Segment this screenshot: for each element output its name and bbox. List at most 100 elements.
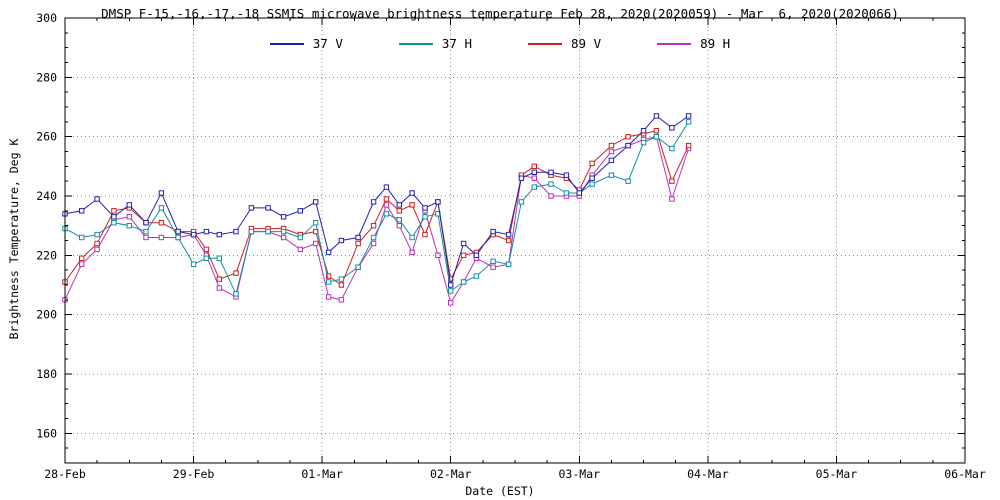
marker-37-v [608, 157, 615, 164]
marker-89-v [653, 128, 660, 134]
marker-37-h [370, 234, 377, 241]
marker-37-v [685, 113, 692, 119]
marker-37-v [548, 169, 554, 176]
legend-line-sample [269, 42, 304, 45]
marker-89-h [313, 240, 319, 247]
marker-37-v [473, 252, 480, 259]
marker-37-v [589, 175, 595, 181]
marker-89-v [111, 208, 117, 214]
marker-89-v [216, 276, 223, 282]
marker-37-h [126, 223, 132, 229]
marker-89-v [383, 196, 390, 202]
marker-37-v [158, 190, 165, 196]
marker-89-h [396, 223, 403, 229]
marker-37-v [370, 199, 377, 205]
marker-89-v [338, 282, 345, 288]
x-tick-label: 28-Feb [44, 467, 86, 481]
marker-89-v [625, 134, 631, 140]
x-tick-label: 03-Mar [559, 467, 601, 481]
marker-89-h [608, 148, 615, 155]
marker-37-v [248, 205, 255, 211]
marker-37-h [265, 228, 271, 235]
x-tick-label: 05-Mar [816, 467, 858, 481]
marker-37-v [490, 228, 496, 235]
marker-37-v [409, 190, 415, 196]
marker-89-h [158, 234, 165, 241]
y-tick-label: 160 [36, 426, 57, 440]
marker-37-v [190, 231, 197, 238]
marker-89-h [383, 202, 390, 208]
marker-37-v [576, 190, 582, 196]
marker-89-h [126, 214, 132, 220]
marker-37-v [653, 113, 660, 119]
series-89-v [62, 128, 692, 288]
marker-89-h [325, 294, 332, 300]
x-axis-label: Date (EST) [465, 484, 535, 498]
marker-37-v [175, 228, 181, 235]
marker-89-v [589, 160, 595, 167]
marker-37-h [548, 181, 554, 187]
marker-37-h [422, 214, 428, 220]
marker-89-h [216, 285, 223, 291]
y-tick-label: 240 [36, 189, 57, 203]
marker-37-v [111, 214, 117, 220]
marker-37-h [111, 220, 117, 226]
marker-37-v [640, 128, 647, 134]
chart-title: DMSP F-15,-16,-17,-18 SSMIS microwave br… [101, 6, 899, 21]
marker-89-h [143, 234, 149, 241]
marker-37-v [563, 172, 570, 178]
marker-37-h [94, 231, 100, 238]
marker-89-h [409, 249, 415, 256]
marker-37-v [265, 205, 271, 211]
marker-89-v [158, 220, 165, 226]
marker-37-v [669, 125, 675, 131]
series-line-37-h [64, 121, 690, 296]
marker-37-v [531, 169, 537, 176]
marker-37-h [531, 184, 537, 190]
marker-37-h [280, 228, 287, 235]
marker-89-h [669, 196, 675, 202]
legend-item-89-h: 89 H [657, 36, 730, 51]
marker-89-h [79, 261, 85, 267]
marker-37-h [325, 279, 332, 285]
marker-37-v [422, 205, 428, 211]
marker-37-v [203, 228, 210, 235]
marker-37-h [297, 234, 304, 241]
series-37-v [62, 113, 692, 288]
series-line-89-v [64, 130, 690, 286]
marker-37-v [460, 240, 467, 247]
marker-37-h [355, 264, 361, 270]
marker-37-v [325, 249, 332, 256]
legend-label: 37 V [312, 36, 343, 51]
marker-89-v [531, 163, 537, 170]
marker-89-h [370, 240, 377, 247]
marker-89-v [409, 202, 415, 208]
marker-89-v [505, 237, 512, 244]
marker-37-v [396, 202, 403, 208]
legend-label: 89 H [700, 36, 731, 51]
marker-89-v [422, 231, 428, 238]
marker-89-v [79, 255, 85, 262]
marker-37-h [203, 255, 210, 262]
marker-37-h [338, 276, 345, 282]
x-tick-label: 01-Mar [301, 467, 343, 481]
marker-37-v [338, 237, 345, 244]
marker-37-h [396, 217, 403, 223]
marker-37-h [518, 199, 525, 205]
marker-37-h [669, 145, 675, 152]
marker-89-v [396, 208, 403, 214]
legend-item-37-v: 37 V [269, 36, 343, 51]
marker-37-v [280, 214, 287, 220]
marker-37-h [490, 258, 496, 265]
marker-37-h [608, 172, 615, 178]
marker-37-v [518, 175, 525, 181]
marker-89-v [233, 270, 239, 276]
marker-37-h [448, 288, 454, 294]
marker-37-h [158, 205, 165, 211]
marker-37-v [355, 234, 361, 241]
marker-37-v [625, 142, 631, 149]
x-tick-label: 02-Mar [430, 467, 472, 481]
y-tick-label: 180 [36, 367, 57, 381]
